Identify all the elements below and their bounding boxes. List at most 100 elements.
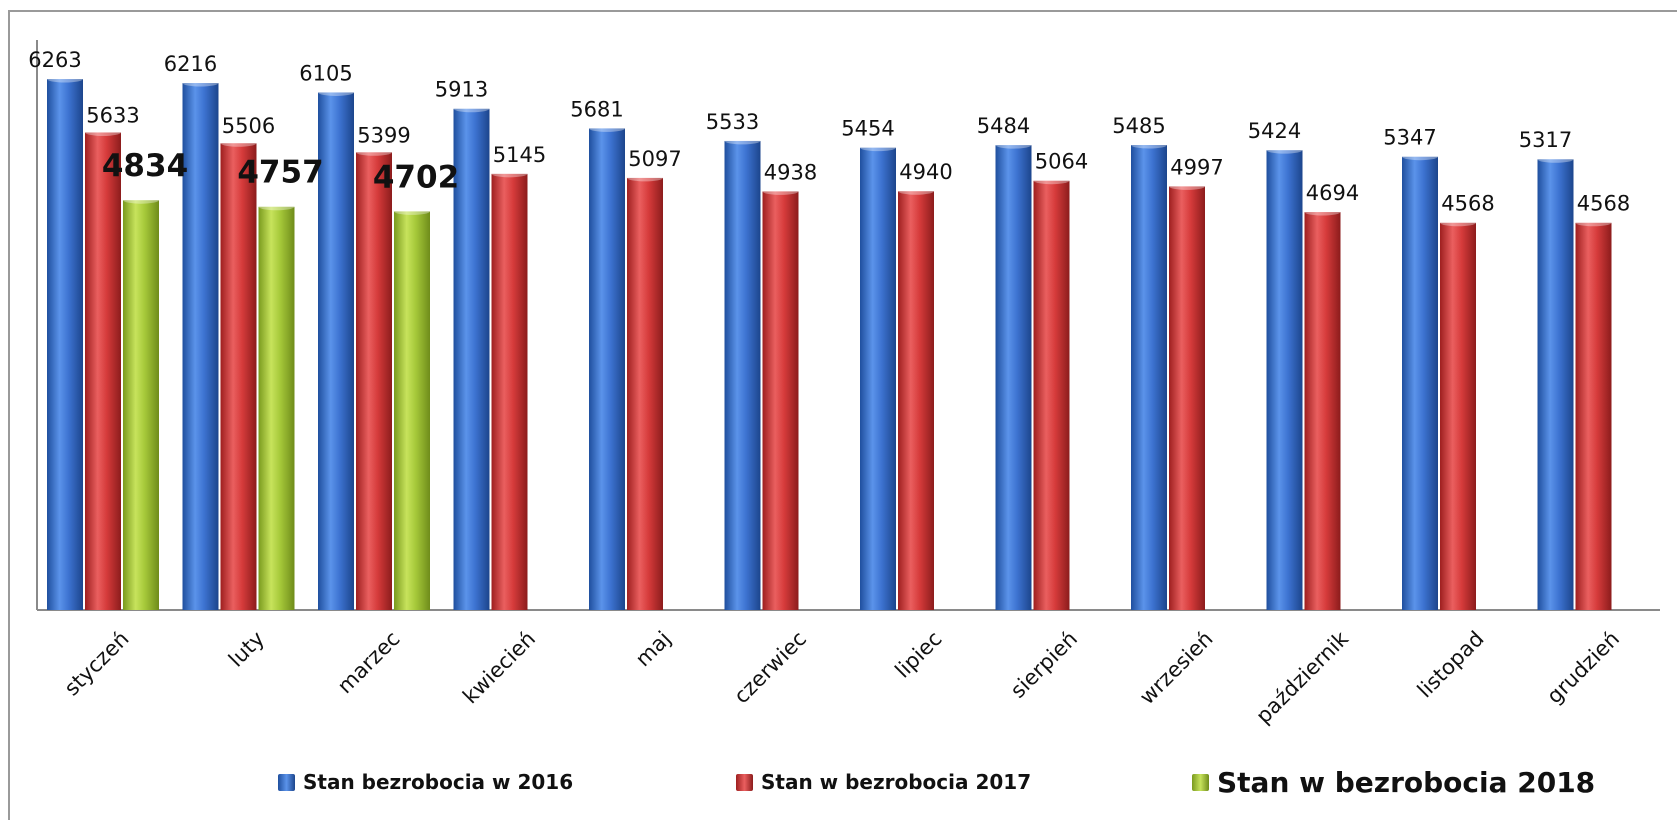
bar-czerwiec-series-0 [724, 140, 761, 611]
bar-luty-series-2 [258, 206, 295, 610]
bar-cap-sierpień-series-0 [995, 141, 1032, 149]
x-tick-label-grudzień: grudzień [1542, 627, 1624, 709]
bar-grudzień-series-1 [1575, 222, 1612, 611]
bar-cap-październik-series-1 [1304, 208, 1341, 216]
bar-cap-lipiec-series-0 [860, 144, 896, 152]
data-label-grudzień-series-1: 4568 [1577, 192, 1630, 216]
data-label-styczeń-series-0: 6263 [28, 48, 81, 72]
bar-cap-sierpień-series-1 [1033, 177, 1070, 185]
bar-sierpień-series-1 [1033, 180, 1070, 610]
bar-cap-lipiec-series-1 [898, 187, 934, 195]
bar-cap-czerwiec-series-1 [762, 187, 799, 195]
data-label-kwiecień-series-0: 5913 [435, 78, 488, 102]
x-tick-label-kwiecień: kwiecień [458, 627, 540, 709]
bar-marzec-series-2 [394, 211, 430, 610]
data-label-kwiecień-series-1: 5145 [493, 143, 546, 167]
bar-cap-luty-series-2 [258, 203, 295, 211]
bar-cap-czerwiec-series-0 [724, 137, 761, 145]
bar-cap-listopad-series-0 [1402, 153, 1438, 161]
data-label-luty-series-1: 5506 [222, 114, 275, 138]
bar-sierpień-series-0 [995, 145, 1032, 610]
data-labels-layer: 6263 6216 6105 5913 5681 5533 5454 5484 5485 5424… [28, 48, 1630, 216]
x-tick-label-październik: październik [1251, 626, 1353, 728]
data-label-marzec-series-0: 6105 [299, 61, 352, 85]
legend-label-2018: Stan w bezrobocia 2018 [1217, 766, 1596, 799]
bar-cap-marzec-series-1 [356, 148, 392, 156]
bar-marzec-series-1 [356, 152, 392, 610]
x-tick-label-lipiec: lipiec [890, 627, 946, 683]
x-tick-label-luty: luty [224, 627, 269, 672]
x-tick-label-styczeń: styczeń [60, 627, 134, 701]
data-label-wrzesień-series-0: 5485 [1112, 114, 1165, 138]
data-label-listopad-series-1: 4568 [1441, 192, 1494, 216]
bar-cap-marzec-series-0 [318, 88, 354, 96]
data-label-luty-series-0: 6216 [164, 52, 217, 76]
legend-swatch-2016 [278, 773, 295, 791]
bar-czerwiec-series-1 [762, 191, 799, 610]
bar-luty-series-1 [220, 143, 257, 610]
data-label-październik-series-1: 4694 [1306, 181, 1359, 205]
x-tick-label-marzec: marzec [333, 627, 405, 699]
bar-kwiecień-series-0 [453, 108, 490, 610]
legend-item-2018: Stan w bezrobocia 2018 [1192, 766, 1595, 799]
data-label-wrzesień-series-1: 4997 [1170, 155, 1223, 179]
bars-layer [47, 75, 1612, 611]
data-label-czerwiec-series-0: 5533 [706, 110, 759, 134]
data-label-maj-series-1: 5097 [628, 147, 681, 171]
bar-cap-październik-series-0 [1266, 146, 1303, 154]
legend-swatch-2017 [736, 773, 753, 791]
bar-styczeń-series-0 [47, 79, 83, 610]
bar-marzec-series-0 [318, 92, 354, 611]
x-tick-label-czerwiec: czerwiec [729, 627, 811, 709]
bar-cap-wrzesień-series-0 [1131, 141, 1167, 149]
data-label-sierpień-series-1: 5064 [1035, 150, 1088, 174]
bar-cap-kwiecień-series-0 [453, 105, 490, 113]
x-tick-label-wrzesień: wrzesień [1135, 627, 1218, 710]
legend-swatch-2018 [1192, 774, 1209, 791]
bar-cap-maj-series-0 [589, 124, 625, 132]
data-label-styczeń-series-2: 4834 [102, 148, 188, 184]
bar-grudzień-series-0 [1537, 159, 1574, 611]
bar-listopad-series-1 [1440, 222, 1476, 611]
bar-maj-series-1 [627, 177, 663, 610]
bar-listopad-series-0 [1402, 156, 1438, 610]
bar-cap-luty-series-1 [220, 139, 257, 147]
chart-frame [8, 10, 1677, 820]
bar-maj-series-0 [589, 128, 625, 610]
bar-wrzesień-series-1 [1169, 186, 1205, 611]
data-label-czerwiec-series-1: 4938 [764, 160, 817, 184]
bar-cap-maj-series-1 [627, 174, 663, 182]
bar-cap-marzec-series-2 [394, 207, 430, 215]
legend-label-2016: Stan bezrobocia w 2016 [303, 770, 574, 794]
data-label-marzec-series-2: 4702 [373, 159, 459, 195]
bar-cap-styczeń-series-0 [47, 75, 83, 83]
legend-item-2017: Stan w bezrobocia 2017 [736, 770, 1031, 794]
bar-styczeń-series-2 [123, 200, 159, 610]
bar-cap-listopad-series-1 [1440, 219, 1476, 227]
bar-cap-grudzień-series-1 [1575, 219, 1612, 227]
data-label-październik-series-0: 5424 [1248, 119, 1301, 143]
bar-kwiecień-series-1 [491, 173, 528, 611]
data-label-styczeń-series-1: 5633 [86, 103, 139, 127]
bar-cap-kwiecień-series-1 [491, 170, 528, 178]
data-label-lipiec-series-1: 4940 [899, 160, 952, 184]
bar-lipiec-series-0 [860, 147, 896, 610]
bar-cap-styczeń-series-1 [85, 128, 121, 136]
data-label-lipiec-series-0: 5454 [841, 117, 894, 141]
bar-styczeń-series-1 [85, 132, 121, 610]
data-label-maj-series-0: 5681 [570, 97, 623, 121]
axes [36, 40, 1660, 611]
bar-październik-series-0 [1266, 150, 1303, 611]
x-tick-label-maj: maj [631, 627, 676, 672]
bar-cap-wrzesień-series-1 [1169, 182, 1205, 190]
x-tick-label-listopad: listopad [1413, 627, 1489, 703]
data-label-listopad-series-0: 5347 [1383, 126, 1436, 150]
bar-cap-grudzień-series-0 [1537, 155, 1574, 163]
bar-luty-series-0 [182, 83, 219, 611]
bar-lipiec-series-1 [898, 191, 934, 610]
bar-październik-series-1 [1304, 212, 1341, 610]
data-label-luty-series-2: 4757 [237, 155, 323, 191]
legend-label-2017: Stan w bezrobocia 2017 [761, 770, 1032, 794]
bar-cap-luty-series-0 [182, 79, 219, 87]
